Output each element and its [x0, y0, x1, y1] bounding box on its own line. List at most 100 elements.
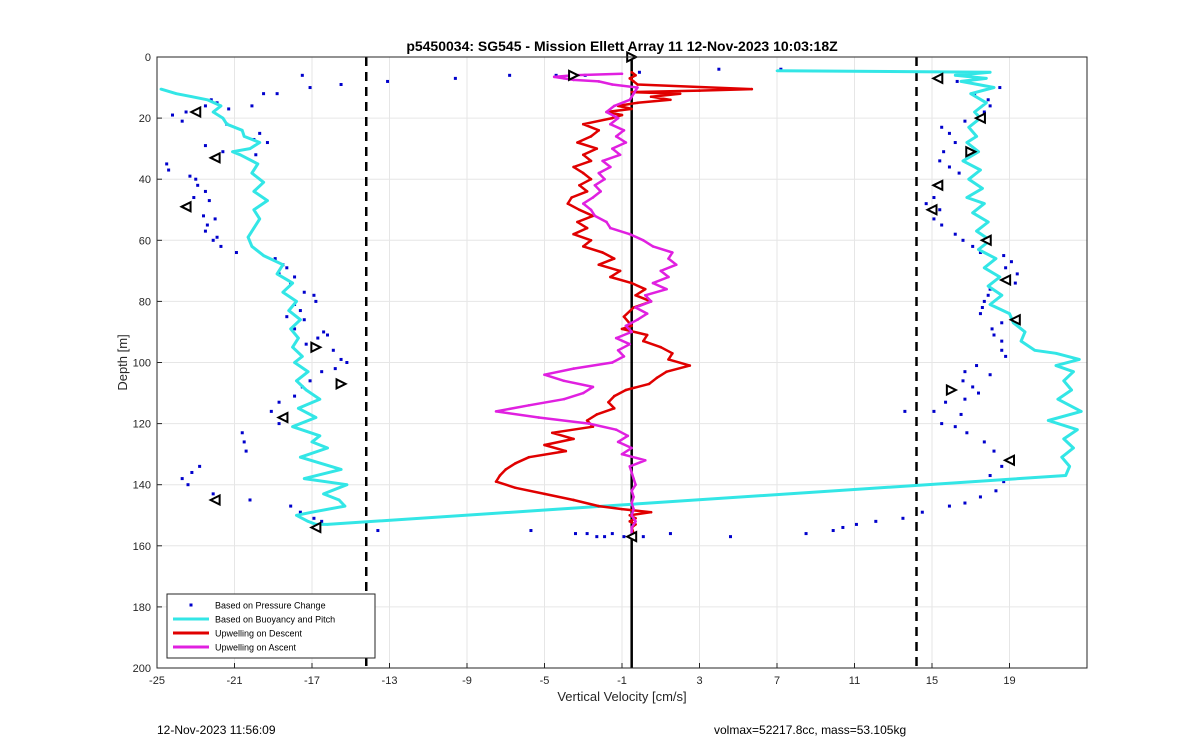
series-point-1	[318, 434, 322, 438]
series-point-3	[612, 104, 616, 108]
pressure-dot	[668, 532, 672, 536]
pressure-dot	[932, 409, 936, 413]
series-point-1	[984, 77, 988, 80]
series-point-2	[595, 413, 599, 416]
series-point-1	[967, 177, 971, 181]
pressure-dot	[339, 82, 343, 86]
pressure-dot	[1000, 464, 1004, 468]
pressure-dot	[227, 107, 231, 111]
pressure-dot	[289, 504, 293, 508]
series-point-1	[973, 110, 976, 114]
series-point-2	[628, 77, 632, 80]
series-point-1	[1072, 370, 1075, 373]
series-point-2	[570, 196, 573, 199]
x-tick-label: -9	[462, 675, 472, 687]
series-point-3	[614, 336, 618, 340]
series-point-1	[206, 98, 209, 102]
pressure-dot	[203, 144, 207, 148]
pressure-dot	[302, 318, 306, 322]
series-point-1	[310, 440, 314, 444]
series-point-1	[979, 168, 982, 172]
series-point-2	[655, 376, 659, 380]
pressure-dot	[316, 336, 320, 340]
pressure-dot	[940, 125, 944, 129]
series-point-1	[961, 159, 965, 163]
series-point-1	[986, 220, 990, 224]
pressure-dot	[641, 535, 645, 539]
series-point-2	[624, 388, 628, 392]
pressure-dot	[508, 73, 512, 77]
x-tick-label: -5	[540, 675, 550, 687]
pressure-dot	[320, 370, 324, 374]
series-point-1	[281, 290, 285, 294]
series-point-2	[643, 287, 647, 291]
series-point-3	[651, 245, 655, 248]
pressure-dot	[312, 516, 316, 520]
series-point-1	[231, 150, 234, 154]
series-point-2	[578, 208, 581, 212]
series-line-2	[494, 71, 754, 534]
series-point-3	[630, 471, 633, 474]
series-point-3	[589, 208, 593, 212]
pressure-dot	[244, 449, 248, 453]
series-point-1	[248, 147, 252, 150]
series-point-2	[550, 431, 554, 435]
pressure-dot	[986, 98, 990, 102]
series-point-1	[250, 171, 254, 175]
series-point-1	[250, 245, 254, 248]
series-point-2	[572, 232, 575, 236]
pressure-dot	[254, 153, 258, 157]
series-point-2	[498, 474, 502, 477]
pressure-dot	[221, 150, 225, 154]
legend-swatch	[189, 603, 193, 607]
x-tick-label: -1	[617, 675, 627, 687]
series-point-1	[1000, 293, 1004, 297]
series-point-1	[969, 92, 973, 95]
series-point-3	[562, 397, 566, 401]
series-point-2	[514, 486, 517, 490]
y-tick-label: 200	[133, 663, 151, 675]
pressure-dot	[994, 489, 998, 493]
triangle-marker	[979, 234, 992, 247]
pressure-dot	[574, 532, 577, 536]
pressure-dot	[988, 373, 992, 377]
pressure-dot	[938, 159, 942, 163]
series-point-2	[543, 492, 546, 496]
pressure-dot	[211, 238, 215, 242]
series-point-3	[611, 361, 614, 364]
series-point-2	[585, 419, 589, 422]
series-point-1	[287, 309, 291, 312]
series-point-1	[977, 150, 980, 154]
series-point-1	[988, 70, 992, 74]
pressure-dot	[203, 104, 207, 108]
series-point-1	[1070, 388, 1073, 392]
y-tick-label: 0	[145, 52, 151, 64]
legend-label: Based on Pressure Change	[215, 601, 326, 611]
y-tick-label: 180	[133, 602, 151, 614]
series-point-1	[322, 492, 325, 496]
series-point-2	[632, 306, 635, 309]
series-point-2	[678, 92, 682, 95]
pressure-dot	[269, 409, 273, 413]
series-point-3	[630, 446, 633, 450]
series-point-3	[622, 129, 626, 132]
pressure-dot	[942, 150, 946, 154]
pressure-dot	[167, 168, 171, 172]
series-point-3	[614, 135, 618, 138]
series-point-2	[611, 116, 614, 120]
pressure-dot	[982, 440, 986, 444]
pressure-dot	[211, 492, 215, 496]
series-point-3	[611, 83, 614, 86]
pressure-dot	[940, 422, 944, 426]
triangle-marker	[1008, 313, 1021, 326]
pressure-dot	[963, 501, 967, 505]
series-point-1	[219, 104, 223, 108]
pressure-dot	[345, 361, 349, 364]
series-point-1	[988, 303, 992, 306]
series-point-2	[620, 113, 624, 117]
pressure-dot	[250, 104, 254, 108]
pressure-dot	[180, 477, 184, 481]
pressure-dot	[308, 379, 312, 383]
pressure-dot	[610, 532, 614, 536]
pressure-dot	[213, 217, 217, 221]
